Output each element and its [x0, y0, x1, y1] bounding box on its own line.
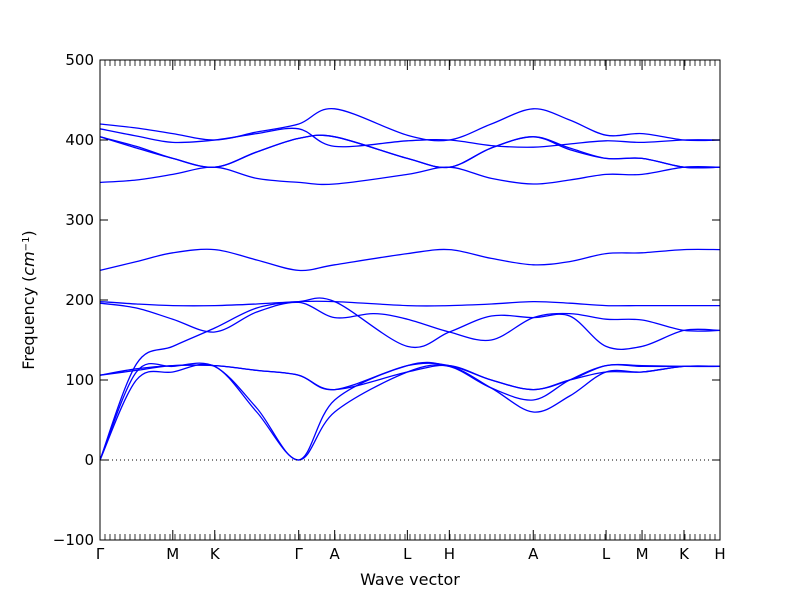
- y-tick-label: 200: [65, 291, 94, 309]
- x-tick-label: K: [679, 545, 690, 563]
- y-tick-label: 300: [65, 211, 94, 229]
- band-line-13: [99, 108, 721, 142]
- band-line-11: [99, 134, 721, 169]
- y-axis-label: Frequency (cm−1): [19, 230, 38, 369]
- band-line-5: [99, 364, 721, 391]
- x-tick-label: Γ: [295, 545, 304, 563]
- band-line-8: [99, 248, 721, 272]
- y-axis-ticks: −100 0 100 200 300 400 500: [53, 51, 720, 549]
- band-line-4: [99, 362, 721, 391]
- x-tick-label: M: [166, 545, 179, 563]
- band-line-7: [99, 300, 720, 307]
- band-line-3: [99, 297, 721, 461]
- x-tick-label: A: [528, 545, 539, 563]
- x-tick-label: L: [602, 545, 611, 563]
- band-line-2: [99, 361, 720, 461]
- y-tick-label: −100: [53, 531, 94, 549]
- x-axis-label: Wave vector: [360, 570, 460, 589]
- plot-frame: [99, 59, 721, 541]
- band-line-1: [99, 363, 721, 461]
- x-tick-label: A: [330, 545, 341, 563]
- x-minor-ticks: [104, 60, 716, 540]
- band-line-6: [99, 301, 721, 342]
- band-line-9: [99, 166, 721, 186]
- x-tick-label: K: [210, 545, 221, 563]
- y-tick-label: 100: [65, 371, 94, 389]
- x-tick-label: Γ: [96, 545, 105, 563]
- x-tick-label: M: [636, 545, 649, 563]
- y-tick-label: 0: [84, 451, 94, 469]
- band-lines: [99, 108, 721, 461]
- y-tick-label: 400: [65, 131, 94, 149]
- y-tick-label: 500: [65, 51, 94, 69]
- x-tick-label: H: [714, 545, 725, 563]
- x-tick-label: H: [444, 545, 455, 563]
- x-tick-label: L: [403, 545, 412, 563]
